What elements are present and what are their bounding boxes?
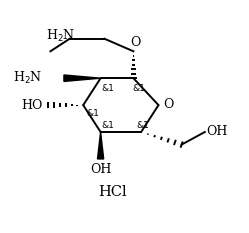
Text: &1: &1 — [132, 84, 145, 93]
Polygon shape — [98, 132, 104, 159]
Text: &1: &1 — [86, 109, 99, 118]
Text: O: O — [163, 98, 174, 111]
Text: HO: HO — [21, 99, 43, 112]
Text: H$_2$N: H$_2$N — [13, 70, 43, 86]
Text: &1: &1 — [136, 121, 149, 130]
Text: HCl: HCl — [98, 185, 126, 199]
Text: &1: &1 — [102, 121, 115, 130]
Polygon shape — [64, 75, 101, 81]
Text: OH: OH — [206, 125, 227, 138]
Text: &1: &1 — [102, 84, 115, 93]
Text: O: O — [130, 36, 140, 49]
Text: OH: OH — [90, 163, 111, 176]
Text: H$_2$N: H$_2$N — [46, 28, 75, 44]
